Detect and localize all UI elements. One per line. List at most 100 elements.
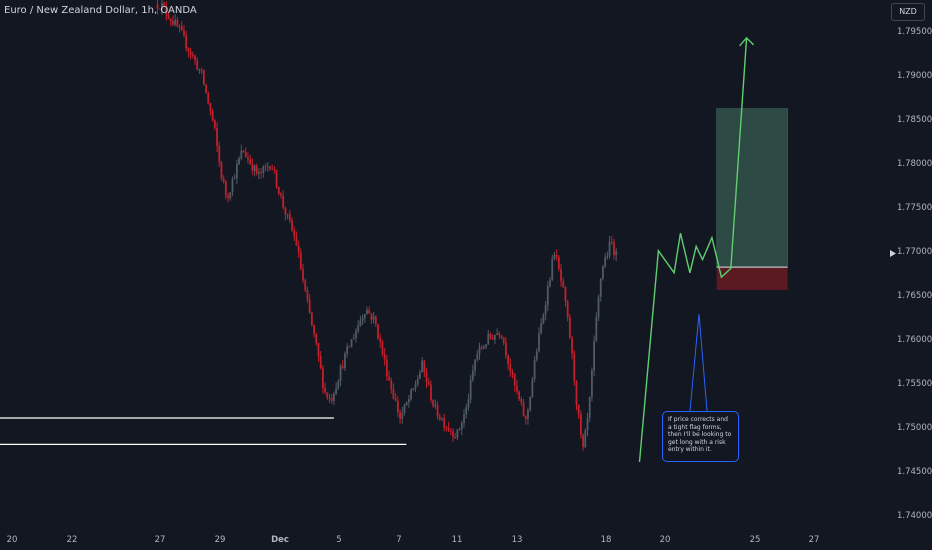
candle-body <box>284 207 287 215</box>
candle-body <box>326 392 329 398</box>
candle-body <box>502 337 505 343</box>
candle-body <box>606 255 609 258</box>
time-tick-label: 27 <box>809 535 820 545</box>
time-tick-label: 11 <box>452 535 463 545</box>
candle-body <box>613 242 615 256</box>
candle-body <box>416 378 419 385</box>
candle-body <box>321 368 324 389</box>
candle-body <box>410 389 412 400</box>
candle-body <box>299 252 302 270</box>
candle-body <box>438 416 441 420</box>
candle-body <box>396 400 399 413</box>
candle-body <box>251 163 254 171</box>
candle-body <box>566 301 569 318</box>
candle-body <box>527 409 529 419</box>
candle-body <box>335 387 338 395</box>
candle-body <box>368 310 371 314</box>
candle-body <box>509 364 512 372</box>
time-tick-label: 22 <box>67 535 78 545</box>
candle-body <box>302 269 304 281</box>
price-tick-label: 1.76000 <box>897 335 932 345</box>
candle-body <box>194 56 196 61</box>
stop-zone[interactable] <box>716 267 788 290</box>
candle-body <box>443 418 446 428</box>
candle-body <box>372 316 375 320</box>
candle-body <box>346 346 349 354</box>
projection-arrowhead <box>739 36 755 47</box>
projection-path[interactable] <box>638 36 755 463</box>
candle-body <box>315 333 318 344</box>
time-axis[interactable]: 20 22 27 29 Dec 5 7 11 13 18 20 25 27 <box>7 535 820 545</box>
candle-body <box>476 354 479 360</box>
candle-body <box>381 341 384 354</box>
candle-body <box>275 170 278 187</box>
candle-body <box>295 236 298 246</box>
candle-body <box>235 164 238 179</box>
candle-body <box>557 256 560 269</box>
candle-body <box>156 4 159 9</box>
candle-body <box>434 404 437 406</box>
time-tick-label: 18 <box>601 535 612 545</box>
candle-body <box>478 347 481 355</box>
candle-body <box>520 399 523 403</box>
candle-body <box>244 152 247 158</box>
candle-body <box>608 241 611 256</box>
annotation-callout[interactable]: If price corrects and a tight flag forms… <box>662 411 739 462</box>
candle-body <box>213 120 216 128</box>
candle-body <box>379 338 382 342</box>
currency-button[interactable]: NZD <box>891 3 925 21</box>
callout-pointer[interactable] <box>689 313 708 412</box>
candle-body <box>516 385 518 392</box>
candle-body <box>374 316 377 325</box>
candle-body <box>161 3 163 10</box>
candle-body <box>176 20 179 27</box>
projection-line[interactable] <box>638 37 748 463</box>
candle-body <box>361 317 364 321</box>
candle-body <box>513 373 516 386</box>
candle-body <box>240 150 243 159</box>
candle-body <box>388 376 390 381</box>
long-position-tool[interactable] <box>716 108 788 290</box>
candle-body <box>593 341 596 371</box>
price-tick-label: 1.77500 <box>897 203 932 213</box>
candle-body <box>575 381 578 405</box>
candle-body <box>403 404 406 413</box>
candle-body <box>454 437 457 439</box>
candle-body <box>390 380 393 389</box>
candle-body <box>341 366 344 368</box>
candle-body <box>260 171 263 173</box>
candle-body <box>535 351 538 360</box>
candle-body <box>421 360 424 373</box>
candle-body <box>220 162 223 179</box>
candle-body <box>339 366 342 381</box>
candle-body <box>330 398 333 402</box>
candle-body <box>317 343 320 357</box>
candle-body <box>491 337 494 340</box>
time-tick-label: 20 <box>660 535 671 545</box>
candle-body <box>249 159 252 164</box>
time-tick-label: 20 <box>7 535 18 545</box>
candle-body <box>571 337 573 354</box>
candle-body <box>511 371 514 374</box>
candle-body <box>158 8 161 10</box>
candle-body <box>412 388 415 390</box>
candle-body <box>189 51 192 55</box>
target-zone[interactable] <box>716 108 788 268</box>
candle-body <box>196 60 199 70</box>
candle-body <box>313 324 315 334</box>
price-axis[interactable]: 1.79500 1.79000 1.78500 1.78000 1.77500 1.770… <box>890 27 932 521</box>
candle-body <box>218 145 221 163</box>
candle-body <box>538 333 540 352</box>
candle-body <box>482 346 485 349</box>
candle-body <box>445 427 448 429</box>
candle-body <box>174 20 177 25</box>
price-tick-label: 1.79500 <box>897 27 932 37</box>
time-tick-label: 25 <box>750 535 761 545</box>
candle-body <box>533 359 536 379</box>
candle-body <box>355 330 357 339</box>
candle-body <box>540 323 543 334</box>
candle-body <box>277 186 280 194</box>
candle-body <box>198 69 201 71</box>
candle-body <box>591 370 593 397</box>
candle-body <box>207 92 210 104</box>
